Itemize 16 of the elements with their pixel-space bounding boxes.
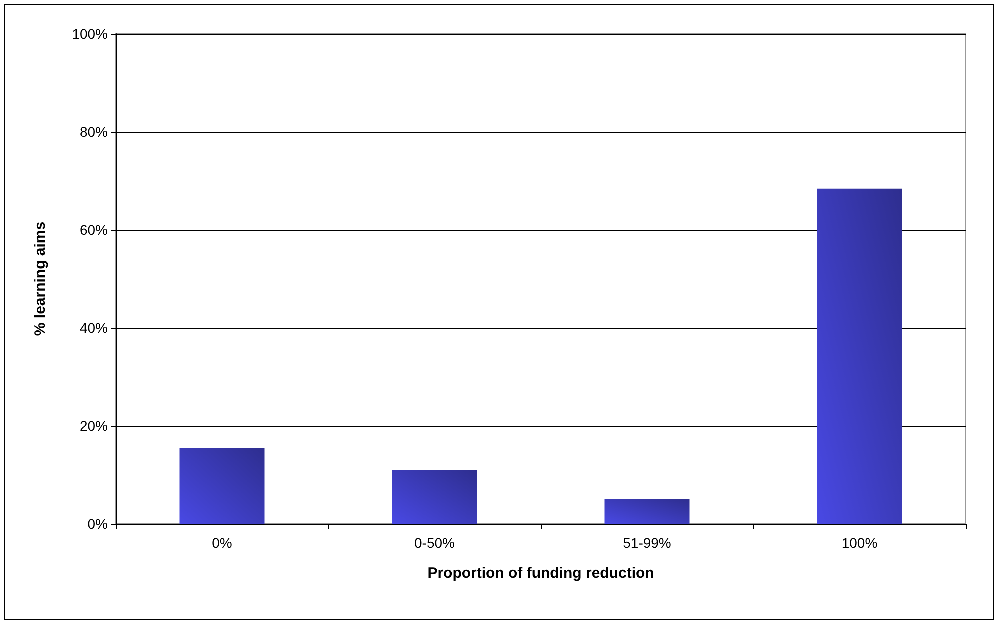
- y-axis-title: % learning aims: [32, 222, 49, 336]
- y-tick-label: 100%: [72, 26, 108, 42]
- bar: [817, 188, 902, 524]
- y-tick-label: 40%: [80, 320, 108, 336]
- bar: [392, 470, 478, 524]
- x-tick-label: 100%: [842, 535, 878, 551]
- x-tick-label: 0%: [212, 535, 232, 551]
- y-tick-label: 60%: [80, 222, 108, 238]
- bar: [180, 448, 265, 524]
- y-tick-label: 80%: [80, 124, 108, 140]
- y-tick-label: 0%: [88, 516, 108, 532]
- x-tick-label: 0-50%: [414, 535, 455, 551]
- x-axis-title: Proportion of funding reduction: [428, 565, 654, 582]
- x-tick-label: 51-99%: [623, 535, 672, 551]
- bar: [604, 499, 690, 524]
- y-tick-label: 20%: [80, 418, 108, 434]
